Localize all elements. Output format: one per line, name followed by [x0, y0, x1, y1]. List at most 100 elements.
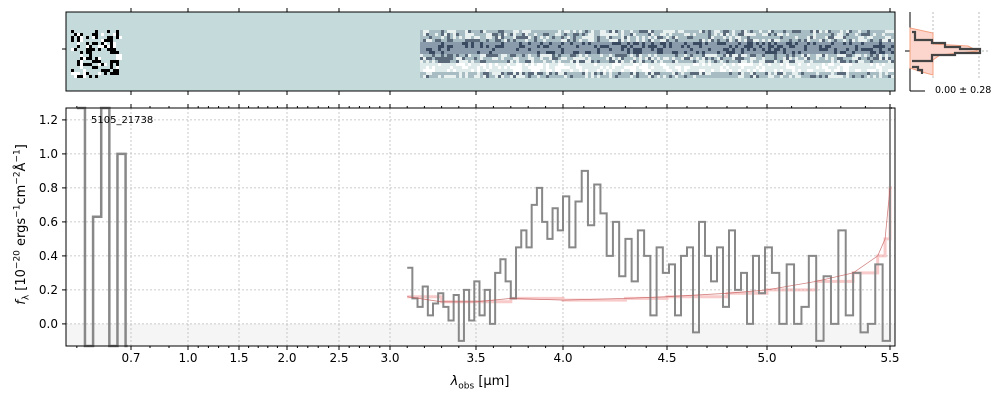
- pixel: [606, 51, 609, 54]
- pixel: [819, 63, 822, 66]
- pixel: [573, 48, 576, 51]
- pixel: [558, 75, 561, 78]
- pixel: [753, 36, 756, 39]
- pixel: [768, 33, 771, 36]
- pixel: [783, 54, 786, 57]
- pixel: [642, 72, 645, 75]
- pixel: [567, 39, 570, 42]
- pixel: [879, 72, 882, 75]
- pixel: [588, 39, 591, 42]
- pixel: [480, 51, 483, 54]
- pixel: [816, 60, 819, 63]
- pixel: [474, 33, 477, 36]
- pixel: [570, 51, 573, 54]
- pixel: [459, 54, 462, 57]
- pixel: [546, 69, 549, 72]
- pixel: [690, 72, 693, 75]
- pixel: [738, 33, 741, 36]
- series-spectrum: [407, 107, 892, 342]
- pixel: [669, 36, 672, 39]
- pixel: [86, 51, 89, 54]
- pixel: [777, 54, 780, 57]
- pixel: [879, 39, 882, 42]
- y-axis-label: fλ [10−20 ergs−1cm−2Å−1]: [12, 144, 32, 305]
- pixel: [540, 69, 543, 72]
- pixel: [693, 48, 696, 51]
- pixel: [582, 33, 585, 36]
- pixel: [603, 75, 606, 78]
- pixel: [516, 36, 519, 39]
- pixel: [690, 45, 693, 48]
- pixel: [606, 48, 609, 51]
- pixel: [588, 42, 591, 45]
- pixel: [741, 63, 744, 66]
- pixel: [690, 60, 693, 63]
- pixel: [705, 36, 708, 39]
- pixel: [882, 48, 885, 51]
- pixel: [77, 63, 80, 66]
- pixel: [882, 36, 885, 39]
- pixel: [747, 36, 750, 39]
- pixel: [843, 60, 846, 63]
- pixel: [729, 42, 732, 45]
- pixel: [483, 45, 486, 48]
- pixel: [699, 60, 702, 63]
- pixel: [795, 57, 798, 60]
- pixel: [522, 72, 525, 75]
- pixel: [603, 33, 606, 36]
- pixel: [678, 60, 681, 63]
- pixel: [819, 30, 822, 33]
- pixel: [564, 51, 567, 54]
- pixel: [606, 33, 609, 36]
- pixel: [582, 66, 585, 69]
- pixel: [702, 42, 705, 45]
- pixel: [465, 39, 468, 42]
- pixel: [765, 30, 768, 33]
- pixel: [780, 48, 783, 51]
- pixel: [522, 45, 525, 48]
- pixel: [483, 60, 486, 63]
- pixel: [726, 69, 729, 72]
- pixel: [777, 69, 780, 72]
- pixel: [462, 63, 465, 66]
- pixel: [870, 57, 873, 60]
- pixel: [798, 57, 801, 60]
- pixel: [564, 48, 567, 51]
- pixel: [576, 42, 579, 45]
- pixel: [726, 42, 729, 45]
- pixel: [429, 48, 432, 51]
- pixel: [846, 54, 849, 57]
- pixel: [543, 51, 546, 54]
- pixel: [492, 30, 495, 33]
- pixel: [438, 48, 441, 51]
- pixel: [741, 66, 744, 69]
- pixel: [429, 72, 432, 75]
- pixel: [453, 39, 456, 42]
- pixel: [720, 63, 723, 66]
- pixel: [546, 57, 549, 60]
- pixel: [591, 36, 594, 39]
- pixel: [876, 72, 879, 75]
- pixel: [765, 75, 768, 78]
- pixel: [804, 42, 807, 45]
- pixel: [516, 75, 519, 78]
- pixel: [573, 33, 576, 36]
- pixel: [101, 69, 104, 72]
- pixel: [837, 48, 840, 51]
- pixel: [531, 66, 534, 69]
- pixel: [891, 45, 894, 48]
- pixel: [792, 57, 795, 60]
- pixel: [690, 54, 693, 57]
- pixel: [95, 75, 98, 78]
- pixel: [579, 60, 582, 63]
- pixel: [873, 72, 876, 75]
- pixel: [606, 63, 609, 66]
- pixel: [735, 66, 738, 69]
- pixel: [762, 51, 765, 54]
- pixel: [612, 66, 615, 69]
- pixel: [606, 72, 609, 75]
- pixel: [624, 36, 627, 39]
- pixel: [603, 54, 606, 57]
- pixel: [762, 33, 765, 36]
- pixel: [588, 75, 591, 78]
